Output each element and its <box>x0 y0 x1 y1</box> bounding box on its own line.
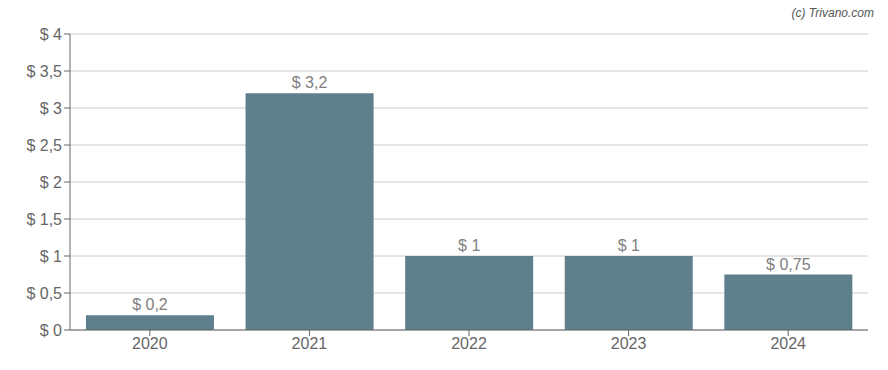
svg-text:$ 3: $ 3 <box>40 100 62 117</box>
svg-text:$ 1: $ 1 <box>618 237 640 254</box>
svg-text:$ 2: $ 2 <box>40 174 62 191</box>
html-text:(c) Trivano.com: (c) Trivano.com <box>791 6 874 20</box>
svg-text:$ 4: $ 4 <box>40 26 62 43</box>
svg-text:$ 0,75: $ 0,75 <box>766 256 811 273</box>
svg-text:2023: 2023 <box>611 335 647 352</box>
svg-text:$ 1: $ 1 <box>458 237 480 254</box>
svg-text:$ 0: $ 0 <box>40 322 62 339</box>
svg-text:$ 0,5: $ 0,5 <box>26 285 62 302</box>
svg-text:$ 1: $ 1 <box>40 248 62 265</box>
svg-text:2020: 2020 <box>132 335 168 352</box>
svg-text:$ 0,2: $ 0,2 <box>132 296 168 313</box>
svg-text:$ 2,5: $ 2,5 <box>26 137 62 154</box>
svg-text:2024: 2024 <box>770 335 806 352</box>
svg-text:$ 1,5: $ 1,5 <box>26 211 62 228</box>
svg-text:$ 3,2: $ 3,2 <box>292 74 328 91</box>
svg-text:2022: 2022 <box>451 335 487 352</box>
svg-text:$ 3,5: $ 3,5 <box>26 63 62 80</box>
svg-text:2021: 2021 <box>292 335 328 352</box>
